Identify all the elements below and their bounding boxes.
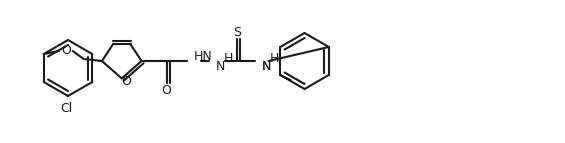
Text: HN: HN <box>194 50 212 63</box>
Text: O: O <box>162 84 172 97</box>
Text: O: O <box>121 75 131 88</box>
Text: N: N <box>262 59 271 73</box>
Text: O: O <box>61 44 71 57</box>
Text: N: N <box>262 59 271 73</box>
Text: H: H <box>224 52 233 65</box>
Text: N: N <box>216 59 225 73</box>
Text: S: S <box>233 25 242 38</box>
Text: Cl: Cl <box>60 102 72 115</box>
Text: H: H <box>270 52 279 65</box>
